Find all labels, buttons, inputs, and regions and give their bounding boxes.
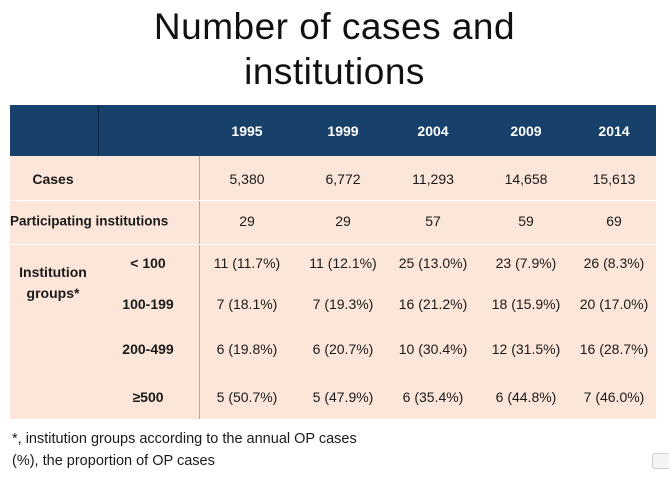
table-cell: 57	[425, 213, 441, 229]
slide-title: Number of cases and institutions	[0, 4, 669, 94]
cases-label: Cases	[32, 171, 74, 187]
table-cell: 26 (8.3%)	[583, 255, 645, 271]
footnote-line: (%), the proportion of OP cases	[12, 453, 215, 469]
year-header: 1995	[231, 123, 263, 139]
footnote-line: *, institution groups according to the a…	[12, 431, 357, 447]
slide-nav-tab[interactable]	[652, 453, 669, 469]
table-cell: 16 (28.7%)	[579, 341, 649, 357]
table-cell: 11 (12.1%)	[309, 255, 377, 271]
group-size-label: 100-199	[122, 296, 174, 312]
table-cell: 69	[606, 213, 622, 229]
table-cell: 11 (11.7%)	[213, 255, 281, 271]
row-separator	[10, 244, 656, 245]
title-line-1: Number of cases and	[153, 6, 516, 47]
institutions-label: Participating institutions	[10, 213, 169, 229]
table-cell: 14,658	[504, 171, 548, 187]
table-cell: 5,380	[229, 171, 265, 187]
footnotes: *, institution groups according to the a…	[12, 428, 357, 472]
table-cell: 15,613	[592, 171, 636, 187]
group-size-label: < 100	[130, 255, 166, 271]
title-line-2: institutions	[244, 51, 425, 92]
table-cell: 6 (19.8%)	[216, 341, 278, 357]
table-cell: 6 (35.4%)	[402, 389, 464, 405]
table-cell: 11,293	[412, 171, 454, 187]
table-cell: 23 (7.9%)	[495, 255, 557, 271]
table-cell: 29	[239, 213, 255, 229]
groups-label-line-1: Institution	[19, 264, 87, 280]
table-cell: 12 (31.5%)	[491, 341, 561, 357]
table-cell: 6 (44.8%)	[495, 389, 557, 405]
table-cell: 59	[518, 213, 534, 229]
year-header: 1999	[327, 123, 359, 139]
year-header: 2009	[510, 123, 542, 139]
groups-label-line-2: groups*	[26, 285, 80, 301]
table-cell: 7 (18.1%)	[216, 296, 278, 312]
table-header	[10, 105, 656, 156]
table-cell: 7 (46.0%)	[583, 389, 645, 405]
header-divider	[98, 105, 99, 156]
table-cell: 25 (13.0%)	[398, 255, 468, 271]
table-cell: 5 (47.9%)	[312, 389, 374, 405]
year-header: 2004	[417, 123, 449, 139]
table-cell: 6 (20.7%)	[312, 341, 374, 357]
table-cell: 10 (30.4%)	[398, 341, 468, 357]
table-vertical-rule	[199, 156, 200, 419]
table-cell: 20 (17.0%)	[579, 296, 649, 312]
table-cell: 6,772	[325, 171, 361, 187]
row-separator	[10, 200, 656, 201]
table-cell: 18 (15.9%)	[491, 296, 561, 312]
table-cell: 16 (21.2%)	[398, 296, 468, 312]
table-cell: 5 (50.7%)	[216, 389, 278, 405]
data-table: 1995 1999 2004 2009 2014 Cases 5,380 6,7…	[10, 105, 656, 419]
year-header: 2014	[598, 123, 630, 139]
table-cell: 29	[335, 213, 351, 229]
table-cell: 7 (19.3%)	[312, 296, 374, 312]
group-size-label: ≥500	[132, 389, 164, 405]
group-size-label: 200-499	[122, 341, 174, 357]
